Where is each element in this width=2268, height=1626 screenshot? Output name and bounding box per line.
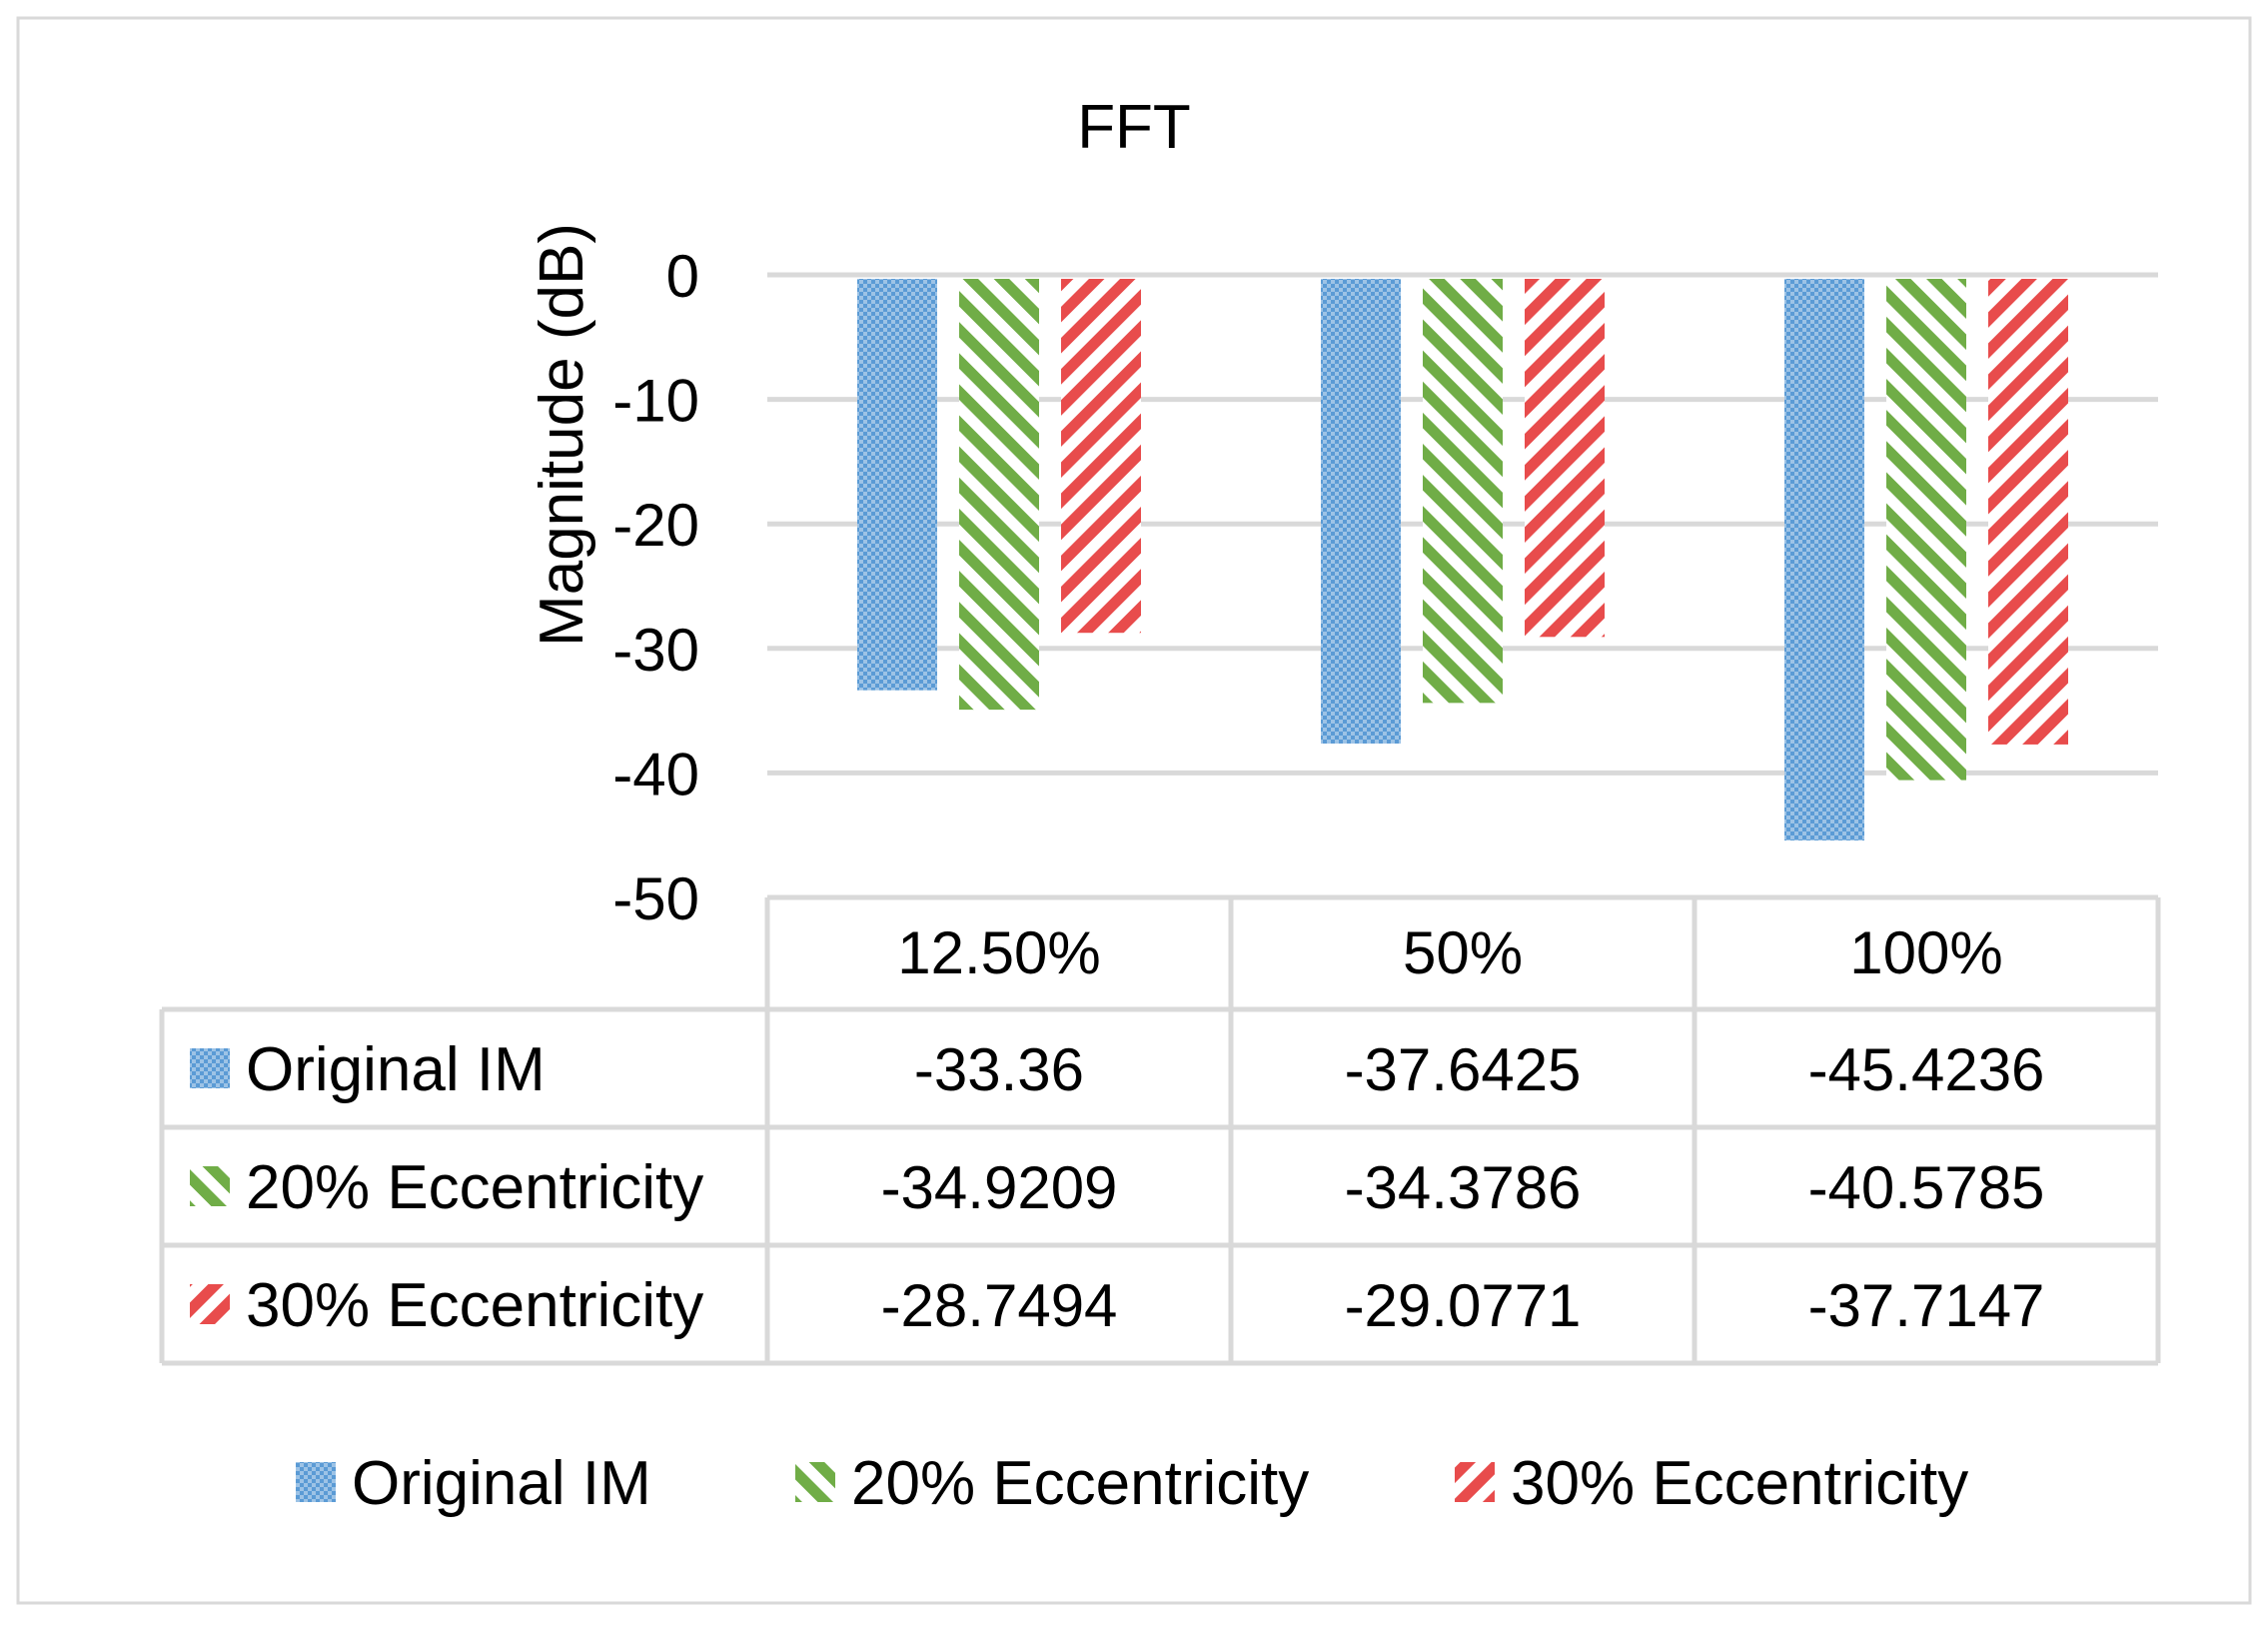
category-label: 12.50% bbox=[897, 919, 1101, 986]
table-legend-swatch bbox=[190, 1166, 230, 1206]
legend-entry: 20% Eccentricity bbox=[851, 1449, 1309, 1518]
table-value: -37.6425 bbox=[1345, 1036, 1582, 1103]
table-value: -29.0771 bbox=[1345, 1272, 1582, 1339]
table-series-name: Original IM bbox=[246, 1035, 546, 1104]
bar-30-eccentricity-0 bbox=[1061, 279, 1141, 634]
table-legend-swatch bbox=[190, 1048, 230, 1088]
y-axis-label: Magnitude (dB) bbox=[528, 223, 596, 647]
y-tick-label: -40 bbox=[612, 741, 699, 808]
y-tick-label: -50 bbox=[612, 865, 699, 932]
table-value: -33.36 bbox=[914, 1036, 1084, 1103]
category-label: 100% bbox=[1849, 919, 2002, 986]
table-value: -34.9209 bbox=[881, 1154, 1118, 1221]
table-value: -40.5785 bbox=[1808, 1154, 2045, 1221]
table-value: -37.7147 bbox=[1808, 1272, 2045, 1339]
bar-original-im-1 bbox=[1321, 279, 1401, 745]
legend-swatch bbox=[795, 1462, 835, 1502]
table-series-name: 30% Eccentricity bbox=[246, 1271, 703, 1340]
bar-20-eccentricity-0 bbox=[959, 279, 1039, 711]
y-tick-labels: 0 -10 -20 -30 -40 -50 bbox=[612, 243, 699, 932]
bar-30-eccentricity-1 bbox=[1525, 279, 1605, 638]
legend-swatch bbox=[1455, 1462, 1495, 1502]
bar-30-eccentricity-2 bbox=[1988, 279, 2068, 745]
bar-original-im-0 bbox=[857, 279, 937, 691]
bar-original-im-2 bbox=[1784, 279, 1864, 840]
table-legend-swatch bbox=[190, 1284, 230, 1324]
table-value: -45.4236 bbox=[1808, 1036, 2045, 1103]
y-tick-label: -10 bbox=[612, 368, 699, 435]
y-tick-label: 0 bbox=[666, 243, 699, 310]
y-tick-label: -30 bbox=[612, 617, 699, 684]
table-value: -28.7494 bbox=[881, 1272, 1118, 1339]
legend: Original IM 20% Eccentricity 30% Eccentric… bbox=[296, 1449, 1968, 1518]
bars bbox=[857, 279, 2068, 840]
bar-20-eccentricity-2 bbox=[1886, 279, 1966, 781]
table-value: -34.3786 bbox=[1345, 1154, 1582, 1221]
legend-entry: 30% Eccentricity bbox=[1511, 1449, 1968, 1518]
chart-title: FFT bbox=[1077, 93, 1191, 162]
category-label: 50% bbox=[1403, 919, 1523, 986]
data-table: 12.50% 50% 100% Original IM -33.36 -37.6425 -4… bbox=[159, 894, 2161, 1366]
legend-entry: Original IM bbox=[352, 1449, 651, 1518]
table-series-name: 20% Eccentricity bbox=[246, 1153, 703, 1222]
bar-20-eccentricity-1 bbox=[1423, 279, 1503, 704]
y-tick-label: -20 bbox=[612, 492, 699, 559]
legend-swatch bbox=[296, 1462, 336, 1502]
